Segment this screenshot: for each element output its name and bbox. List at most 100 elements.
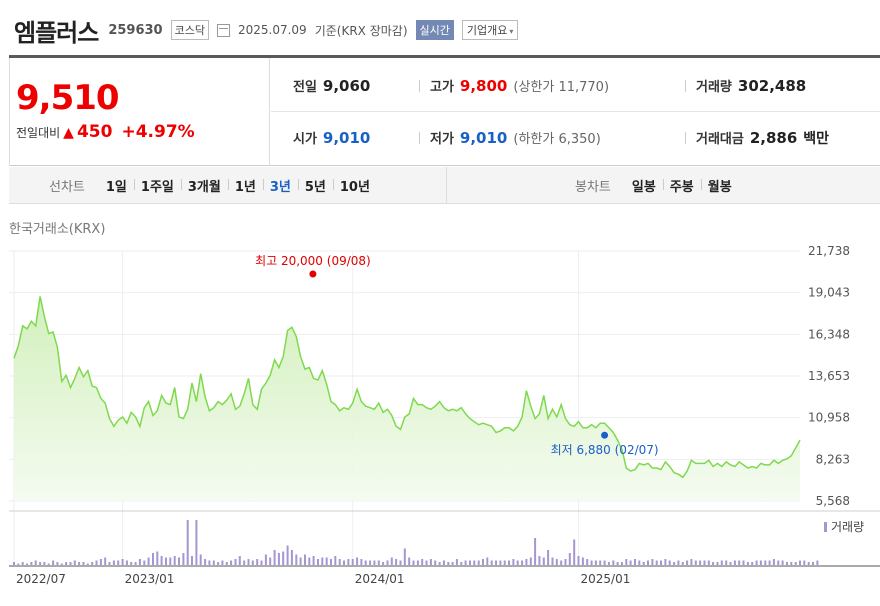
volume-bar — [712, 562, 715, 565]
volume-bar — [195, 520, 198, 565]
volume-bar — [117, 560, 120, 565]
volume-bar — [73, 560, 76, 565]
day-low: 저가 9,010 (하한가 6,350) — [430, 128, 601, 147]
candle-chart-label: 봉차트 — [575, 180, 611, 195]
volume-bar — [321, 557, 324, 565]
volume-bar — [638, 560, 641, 565]
volume-bar — [486, 557, 489, 565]
volume-bar — [660, 560, 662, 565]
volume-bar — [603, 560, 606, 565]
volume-bar — [160, 556, 163, 565]
volume-bar — [568, 553, 571, 565]
volume-bar — [351, 559, 354, 565]
realtime-button[interactable]: 실시간 — [415, 20, 454, 40]
volume-bar — [47, 563, 50, 565]
volume-bar — [334, 556, 337, 565]
volume-bar — [221, 560, 224, 565]
trade-amount-label: 거래대금 — [696, 132, 744, 147]
volume-bar — [751, 562, 754, 565]
volume-bar — [521, 560, 524, 565]
volume-bar — [390, 557, 393, 565]
tab-3m[interactable]: 3개월 — [180, 176, 228, 195]
volume-bar — [282, 551, 285, 565]
volume-bar — [777, 560, 780, 565]
volume-bar — [39, 562, 42, 565]
volume-bar — [138, 559, 141, 565]
trade-amount: 거래대금 2,886 백만 — [696, 128, 829, 148]
volume-bar — [369, 560, 372, 565]
volume-bar — [152, 553, 154, 565]
volume-bar — [173, 556, 176, 565]
volume-bar — [182, 553, 185, 565]
y-tick-label: 5,568 — [816, 494, 850, 508]
prev-close: 전일 9,060 — [293, 76, 370, 95]
tab-monthly[interactable]: 월봉 — [700, 176, 739, 195]
volume-bar — [499, 560, 502, 565]
volume-label: 거래량 — [696, 80, 732, 95]
volume-bar — [26, 563, 28, 565]
volume-bar — [86, 563, 89, 565]
volume-bar — [65, 562, 68, 565]
volume-bar — [238, 556, 241, 565]
volume-bar — [716, 562, 719, 565]
volume-bar — [503, 560, 506, 565]
tab-weekly[interactable]: 주봉 — [662, 176, 701, 195]
volume-bar — [764, 560, 767, 565]
company-overview-dropdown[interactable]: 기업개요 ▾ — [461, 20, 519, 40]
day-high-label: 고가 — [430, 80, 454, 95]
volume-bar — [538, 556, 541, 565]
divider — [419, 80, 420, 92]
volume-bar — [134, 562, 137, 565]
volume-bar — [112, 560, 115, 565]
volume-bar — [799, 560, 801, 565]
volume-bar — [377, 560, 380, 565]
tab-daily[interactable]: 일봉 — [631, 180, 656, 195]
volume-bar — [560, 560, 563, 565]
volume-bar — [425, 560, 428, 565]
day-high-value: 9,800 — [459, 77, 508, 95]
volume-bar — [616, 562, 619, 565]
volume-bar — [790, 562, 793, 565]
y-tick-label: 10,958 — [808, 411, 850, 425]
tab-1w[interactable]: 1주일 — [133, 176, 181, 195]
day-low-label: 저가 — [430, 132, 454, 147]
volume-bar — [217, 562, 220, 565]
volume-bar — [547, 550, 550, 565]
tab-1y[interactable]: 1년 — [227, 176, 263, 195]
tab-5y[interactable]: 5년 — [297, 176, 333, 195]
row-divider — [271, 111, 880, 112]
volume-bar — [156, 551, 159, 565]
volume-bar — [703, 560, 706, 565]
tab-3y[interactable]: 3년 — [262, 176, 298, 195]
volume-bar — [99, 559, 102, 565]
stock-code: 259630 — [108, 22, 163, 38]
volume-bar — [165, 557, 167, 565]
volume-bar — [312, 556, 315, 565]
volume-bar — [573, 539, 576, 565]
volume-bar — [786, 562, 788, 565]
volume-bar — [447, 562, 450, 565]
volume-bar — [60, 563, 63, 565]
tab-10y[interactable]: 10년 — [332, 176, 377, 195]
volume-bar — [555, 559, 558, 565]
volume-bar — [434, 560, 437, 565]
upper-limit-paren: ) — [603, 80, 610, 95]
x-tick-label: 2024/01 — [355, 572, 405, 586]
price-chart[interactable]: 21,738 19,043 16,348 13,653 10,958 8,263 5,568… — [0, 236, 880, 606]
volume-bar — [460, 562, 463, 565]
low-marker — [601, 431, 609, 439]
day-low-value: 9,010 — [459, 129, 508, 147]
volume-bar — [286, 545, 289, 565]
lower-limit-value: 6,350 — [558, 132, 596, 147]
data-source: 한국거래소(KRX) — [9, 222, 106, 237]
volume-bar — [634, 559, 636, 565]
open-price-label: 시가 — [293, 132, 317, 147]
x-tick-label: 2023/01 — [125, 572, 175, 586]
volume-bar — [147, 557, 150, 565]
volume-bar — [290, 550, 293, 565]
quote-summary: 9,510 전일대비 ▲ 450 +4.97% 전일 9,060 고가 9,80… — [9, 58, 880, 166]
volume-bar — [812, 562, 814, 565]
volume-bar — [564, 559, 567, 565]
tab-1d[interactable]: 1일 — [105, 180, 127, 195]
volume-bar — [125, 560, 128, 565]
